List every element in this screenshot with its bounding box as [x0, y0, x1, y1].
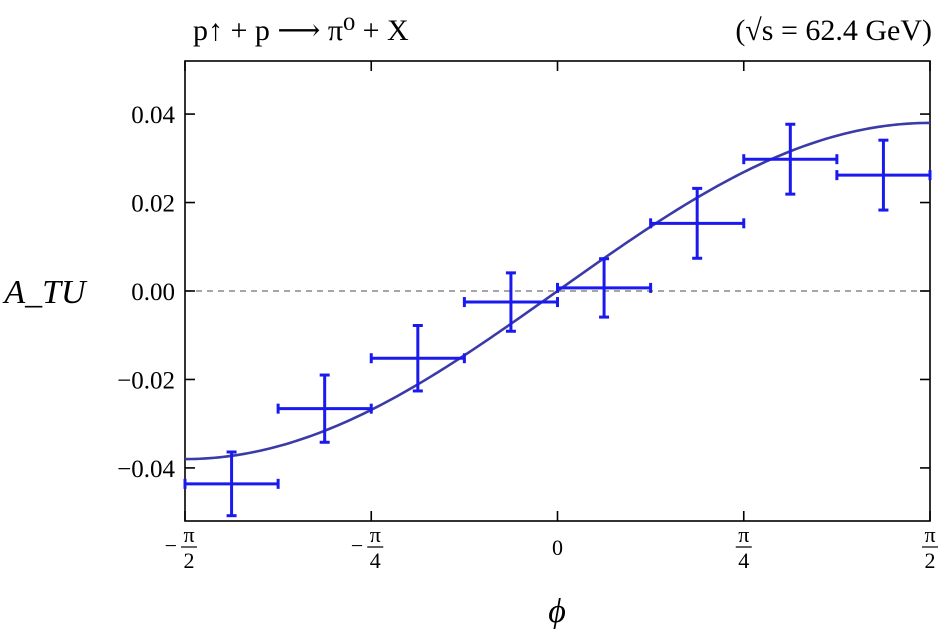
- chart-title: p↑ + p ⟶ π⁰ + X: [193, 14, 409, 47]
- x-tick-numerator: π: [738, 522, 749, 547]
- y-tick-label: −0.02: [117, 367, 175, 394]
- data-point-1: [183, 450, 280, 518]
- x-tick-numerator: π: [924, 522, 935, 547]
- data-point-6: [649, 186, 746, 260]
- chart-subtitle: (√s = 62.4 GeV): [735, 14, 932, 47]
- data-points-group: [183, 122, 932, 518]
- y-tick-label: −0.04: [117, 456, 175, 483]
- x-tick-denominator: 4: [738, 548, 749, 573]
- x-tick-minus: −: [165, 533, 177, 558]
- data-point-3: [369, 324, 466, 393]
- y-tick-label: 0.02: [131, 191, 175, 218]
- x-tick-numerator: π: [370, 522, 381, 547]
- x-tick-label: π2: [922, 522, 938, 573]
- y-tick-label: 0.00: [131, 279, 175, 306]
- data-point-5: [556, 257, 653, 319]
- y-axis-ticks: 0.04 0.02 0.00 −0.02 −0.04: [117, 102, 930, 483]
- x-tick-denominator: 2: [925, 548, 936, 573]
- x-tick-denominator: 2: [184, 548, 195, 573]
- y-tick-label: 0.04: [131, 102, 175, 129]
- x-tick-label: − π4: [351, 522, 384, 573]
- y-axis-label: A_TU: [2, 274, 88, 311]
- x-tick-denominator: 4: [370, 548, 381, 573]
- x-tick-numerator: π: [183, 522, 194, 547]
- x-tick-label: 0: [552, 535, 563, 560]
- data-point-7: [742, 122, 839, 196]
- data-point-8: [835, 138, 932, 212]
- x-tick-label: π4: [735, 522, 752, 573]
- data-point-2: [276, 373, 373, 444]
- data-point-4: [462, 271, 559, 333]
- x-axis-label: ϕ: [548, 593, 566, 630]
- x-tick-minus: −: [351, 533, 363, 558]
- x-tick-label: − π2: [165, 522, 197, 573]
